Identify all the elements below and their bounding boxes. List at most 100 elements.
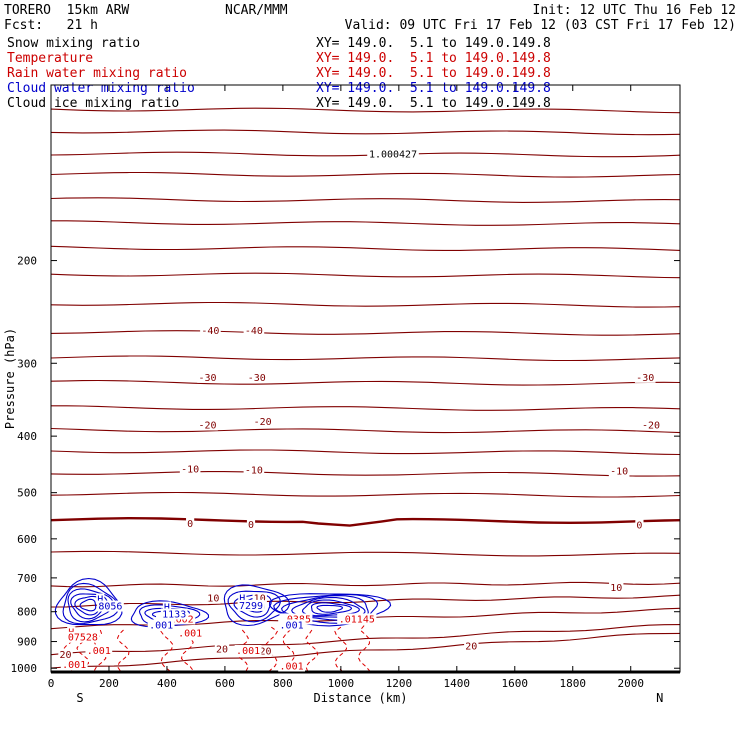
north-label: N <box>656 691 663 705</box>
y-tick-label: 500 <box>17 487 37 500</box>
cloud-water-contour <box>79 598 97 612</box>
y-axis-label: Pressure (hPa) <box>3 328 17 429</box>
rain-contour <box>116 629 130 671</box>
x-tick-label: 0 <box>48 677 55 690</box>
legend-rain-xy: XY= 149.0. 5.1 to 149.0.149.8 <box>316 66 551 81</box>
temperature-label: -30 <box>248 373 266 384</box>
cloud-water-label-bg <box>96 593 105 605</box>
temperature-label-bg <box>246 518 256 530</box>
model-title: TORERO 15km ARW <box>4 3 130 18</box>
y-tick-label: 400 <box>17 430 37 443</box>
rain-label-bg <box>85 645 113 657</box>
cloud-water-label-bg <box>237 599 265 611</box>
x-tick-label: 600 <box>215 677 235 690</box>
isotherm <box>50 449 681 456</box>
legend-temperature: Temperature <box>7 51 94 66</box>
temperature-label-bg <box>186 517 195 529</box>
cloud-water-contour <box>74 595 102 616</box>
x-tick-label: 200 <box>99 677 119 690</box>
isotherm <box>50 107 681 114</box>
temperature-label-bg <box>608 465 630 477</box>
temperature-label-bg <box>635 519 644 531</box>
legend-snow-xy: XY= 149.0. 5.1 to 149.0.149.8 <box>316 36 551 51</box>
isotherm <box>50 594 681 608</box>
rain-contour <box>236 629 249 671</box>
rain-label: .01145 <box>339 614 375 625</box>
rain-contour <box>334 626 348 672</box>
cloud-water-contour <box>227 590 281 623</box>
cloud-water-label-bg <box>160 608 188 620</box>
temperature-label: -10 <box>181 464 199 475</box>
rain-label-bg <box>279 613 313 625</box>
temperature-contours <box>50 107 681 669</box>
temperature-label: 20 <box>216 644 228 655</box>
legend-rain: Rain water mixing ratio <box>7 66 188 81</box>
rain-label: .001 <box>178 628 202 639</box>
isotherm <box>50 272 681 279</box>
x-axis-label: Distance (km) <box>314 691 408 705</box>
rain-label-bg <box>234 645 262 657</box>
isotherm <box>50 330 681 336</box>
y-tick-label: 700 <box>17 572 37 585</box>
temperature-label: -40 <box>245 326 263 337</box>
isotherm <box>50 516 681 527</box>
south-label: S <box>76 691 83 705</box>
temperature-label: -30 <box>198 373 216 384</box>
cloud-water-contour <box>316 604 344 613</box>
rain-label-bg <box>60 659 88 671</box>
x-tick-label: 1800 <box>560 677 587 690</box>
temperature-label-bg <box>243 464 265 476</box>
cloud-water-contour <box>67 588 114 623</box>
temperature-label-bg <box>640 419 662 431</box>
init-time: Init: 12 UTC Thu 16 Feb 12 <box>532 3 737 18</box>
rain-label-bg <box>278 660 305 672</box>
temperature-label-bg <box>197 419 218 431</box>
rain-label: .001 <box>62 660 86 671</box>
isotherm <box>50 171 681 178</box>
cloud-water-label-bg <box>147 619 175 631</box>
isotherm <box>51 405 681 411</box>
legend-cloud-ice: Cloud ice mixing ratio <box>7 96 180 111</box>
legend-cloud-ice-xy: XY= 149.0. 5.1 to 149.0.149.8 <box>316 96 551 111</box>
legend-snow: Snow mixing ratio <box>7 36 141 51</box>
temperature-label-bg <box>252 416 273 428</box>
temperature-label: 0 <box>248 520 254 531</box>
temperature-label: 10 <box>207 594 219 605</box>
isotherm <box>50 197 681 203</box>
cloud-water-label-bg <box>162 601 172 613</box>
isotherm <box>50 471 681 477</box>
temperature-label-bg <box>58 648 73 660</box>
rain-label: .001 <box>87 646 111 657</box>
temperature-label: -20 <box>198 420 216 431</box>
cloud-water-label: 7299 <box>239 601 263 612</box>
isotherm <box>50 581 681 588</box>
temperature-label-bg <box>258 645 273 657</box>
rain-contour <box>160 626 174 672</box>
temperature-label: -10 <box>610 467 628 478</box>
y-tick-label: 300 <box>17 357 37 370</box>
temperature-label: 20 <box>259 647 271 658</box>
temperature-label: 20 <box>465 642 477 653</box>
temperature-label: -20 <box>642 420 660 431</box>
cloud-water-label-bg <box>97 600 124 612</box>
rain-label: 07528 <box>68 633 98 644</box>
x-tick-label: 1600 <box>502 677 529 690</box>
rain-label: .001 <box>236 646 260 657</box>
rain-contour <box>305 629 319 671</box>
x-tick-label: 400 <box>157 677 177 690</box>
cloud-ice-label-bg <box>367 148 419 160</box>
isotherm <box>50 624 681 656</box>
temperature-label: 10 <box>254 594 266 605</box>
temperature-label: 20 <box>59 650 71 661</box>
temperature-label-bg <box>634 371 656 383</box>
isotherm <box>50 129 681 136</box>
isotherm <box>50 355 681 362</box>
temperature-label: -10 <box>245 466 263 477</box>
temperature-label: 0 <box>636 520 642 531</box>
rain-label-bg <box>176 627 204 639</box>
rain-label: .01602 <box>158 614 194 625</box>
x-tick-label: 1000 <box>328 677 355 690</box>
temperature-label-bg <box>609 581 624 593</box>
isotherm <box>50 632 681 669</box>
